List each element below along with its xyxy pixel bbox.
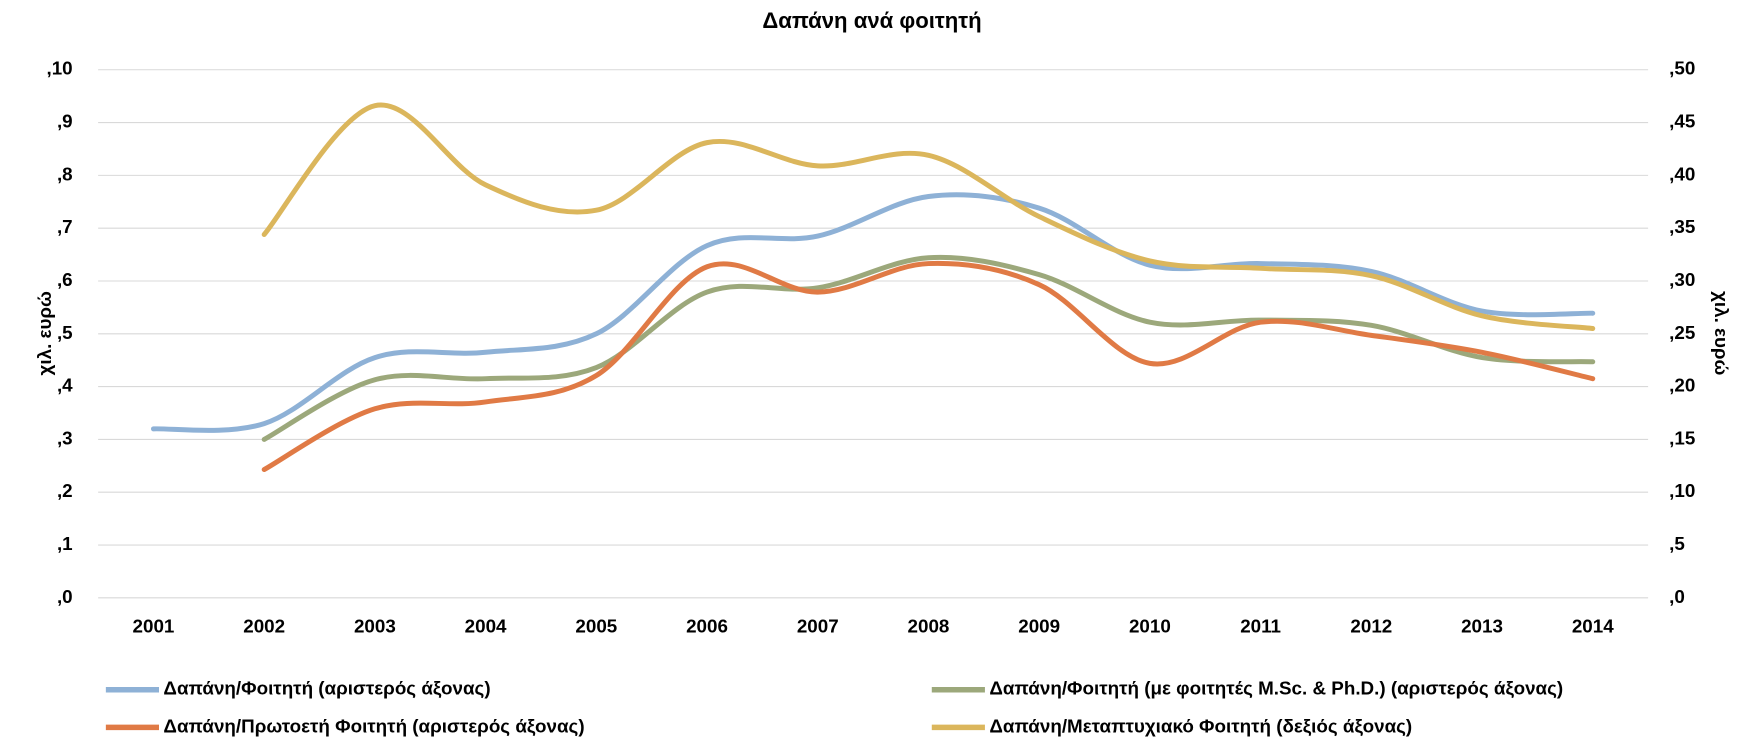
- x-tick-label: 2013: [1461, 616, 1503, 637]
- x-tick-label: 2012: [1350, 616, 1392, 637]
- y-tick-label: ,6: [57, 269, 73, 290]
- y2-tick-label: ,30: [1669, 269, 1695, 290]
- legend-label: Δαπάνη/Μεταπτυχιακό Φοιτητή (δεξιός άξον…: [989, 715, 1412, 737]
- x-tick-label: 2011: [1240, 616, 1281, 637]
- y2-tick-label: ,20: [1669, 375, 1695, 396]
- y-tick-label: ,0: [57, 586, 73, 607]
- y-tick-label: ,5: [57, 322, 73, 343]
- x-tick-label: 2006: [686, 616, 728, 637]
- y2-tick-label: ,10: [1669, 480, 1695, 501]
- x-tick-label: 2005: [575, 616, 617, 637]
- y-axis-title: χιλ. ευρώ: [34, 291, 55, 375]
- y2-tick-label: ,50: [1669, 58, 1695, 79]
- y-tick-label: ,4: [57, 375, 73, 396]
- y2-axis-title: χιλ. ευρώ: [1711, 291, 1732, 375]
- y2-tick-label: ,25: [1669, 322, 1695, 343]
- y-tick-label: ,7: [57, 216, 73, 237]
- x-tick-label: 2014: [1572, 616, 1614, 637]
- y2-tick-label: ,40: [1669, 163, 1695, 184]
- y2-tick-label: ,35: [1669, 216, 1695, 237]
- line: [150, 192, 1596, 433]
- x-tick-label: 2008: [908, 616, 950, 637]
- y2-tick-label: ,0: [1669, 586, 1685, 607]
- y-tick-label: ,9: [57, 111, 73, 132]
- legend-label: Δαπάνη/Πρωτοετή Φοιτητή (αριστερός άξονα…: [163, 715, 584, 737]
- line: [261, 254, 1596, 442]
- legend-label: Δαπάνη/Φοιτητή (με φοιτητές M.Sc. & Ph.D…: [989, 678, 1563, 700]
- chart-title: Δαπάνη ανά φοιτητή: [762, 8, 981, 33]
- y-tick-label: ,2: [57, 480, 73, 501]
- x-tick-label: 2007: [797, 616, 839, 637]
- x-tick-label: 2004: [465, 616, 507, 637]
- y2-tick-label: ,15: [1669, 427, 1695, 448]
- y2-tick-label: ,45: [1669, 111, 1695, 132]
- line: [261, 260, 1596, 473]
- x-tick-label: 2009: [1018, 616, 1060, 637]
- y-tick-label: ,3: [57, 427, 73, 448]
- y2-tick-label: ,5: [1669, 533, 1685, 554]
- legend-label: Δαπάνη/Φοιτητή (αριστερός άξονας): [163, 678, 490, 700]
- x-tick-label: 2003: [354, 616, 396, 637]
- x-tick-label: 2001: [133, 616, 175, 637]
- line: [261, 102, 1596, 332]
- x-tick-label: 2002: [243, 616, 285, 637]
- y-tick-label: ,8: [57, 163, 73, 184]
- x-tick-label: 2010: [1129, 616, 1171, 637]
- y-tick-label: ,1: [57, 533, 73, 554]
- y-tick-label: ,10: [46, 58, 72, 79]
